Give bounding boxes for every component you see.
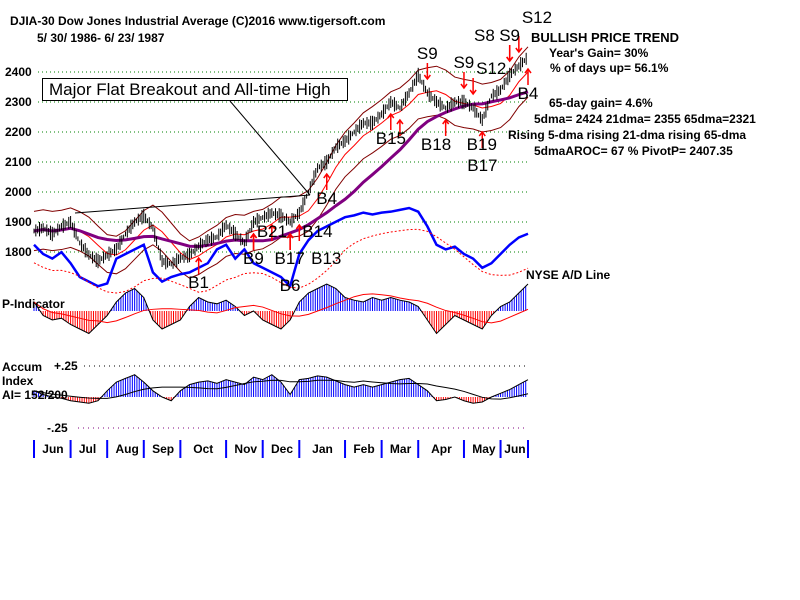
trend-label: BULLISH PRICE TREND bbox=[531, 30, 680, 45]
signal-label: B14 bbox=[302, 222, 333, 241]
ad-line bbox=[33, 206, 529, 289]
buy-arrow-head-icon bbox=[323, 172, 331, 179]
month-label: Apr bbox=[431, 442, 452, 456]
buy-arrow-head-icon bbox=[396, 118, 404, 125]
month-label: Jun bbox=[504, 442, 526, 456]
rising-status: Rising 5-dma rising 21-dma rising 65-dma bbox=[508, 128, 747, 142]
month-label: Nov bbox=[234, 442, 258, 456]
signal-label: S8 bbox=[474, 26, 495, 45]
signal-label: B4 bbox=[316, 189, 338, 208]
month-label: Feb bbox=[353, 442, 375, 456]
sell-arrow-head-icon bbox=[460, 83, 468, 90]
signal-label: S9 bbox=[499, 26, 520, 45]
ma65-line bbox=[33, 90, 529, 248]
signal-label: B9 bbox=[243, 249, 264, 268]
year-gain: Year's Gain= 30% bbox=[549, 46, 649, 60]
buy-arrow-head-icon bbox=[295, 223, 303, 230]
signal-label: S12 bbox=[521, 8, 553, 27]
gain-65: 65-day gain= 4.6% bbox=[549, 96, 653, 110]
signal-label: B1 bbox=[188, 273, 209, 292]
buy-arrow-head-icon bbox=[524, 67, 532, 74]
y-tick-label: 2300 bbox=[5, 95, 32, 109]
buy-arrow-head-icon bbox=[286, 232, 294, 239]
aroc-pivot: 5dmaAROC= 67 % PivotP= 2407.35 bbox=[534, 144, 733, 158]
accum-minus-tick: -.25 bbox=[47, 421, 68, 435]
buy-arrow-head-icon bbox=[249, 232, 258, 239]
ad-line-ma bbox=[33, 228, 529, 294]
sell-arrow-head-icon bbox=[506, 56, 514, 63]
accum-index-bar-ma bbox=[33, 379, 529, 400]
signal-label: B17 bbox=[274, 249, 305, 268]
signal-label: S9 bbox=[416, 44, 438, 63]
month-label: Jan bbox=[312, 442, 333, 456]
p-indicator-bar-outline bbox=[33, 283, 529, 335]
signal-label: B4 bbox=[517, 84, 539, 103]
month-label: May bbox=[472, 442, 496, 456]
month-label: Sep bbox=[152, 442, 175, 456]
accum-index-bar-outline bbox=[33, 374, 529, 404]
month-label: Jun bbox=[42, 442, 64, 456]
buy-arrow-head-icon bbox=[478, 130, 486, 137]
signal-label: B21 bbox=[256, 222, 288, 241]
ai-value: AI= 152/200 bbox=[2, 388, 68, 402]
annotation-callout: Major Flat Breakout and All-time High bbox=[42, 78, 348, 101]
accum-label: Accum bbox=[2, 360, 43, 374]
callout-pointer bbox=[229, 100, 311, 196]
signal-label: S12 bbox=[476, 59, 507, 78]
signal-label: B6 bbox=[279, 276, 301, 295]
date-range: 5/ 30/ 1986- 6/ 23/ 1987 bbox=[37, 31, 165, 45]
chart-title: DJIA-30 Dow Jones Industrial Average (C)… bbox=[10, 14, 386, 28]
y-tick-label: 2000 bbox=[5, 185, 32, 199]
y-tick-label: 2100 bbox=[5, 155, 32, 169]
sell-arrow-head-icon bbox=[469, 89, 477, 96]
buy-arrow-head-icon bbox=[195, 256, 203, 263]
month-label: Aug bbox=[115, 442, 139, 456]
flat-top-trendline bbox=[74, 194, 311, 214]
ad-line-label: NYSE A/D Line bbox=[526, 268, 611, 282]
buy-arrow-head-icon bbox=[268, 223, 276, 230]
month-label: Oct bbox=[193, 442, 214, 456]
month-label: Jul bbox=[78, 442, 97, 456]
signal-label: B15 bbox=[375, 129, 407, 148]
y-tick-label: 1800 bbox=[5, 245, 32, 259]
buy-arrow-head-icon bbox=[387, 112, 395, 119]
y-tick-label: 2200 bbox=[5, 125, 32, 139]
p-indicator-bar-ma bbox=[33, 293, 529, 324]
dma-values: 5dma= 2424 21dma= 2355 65dma=2321 bbox=[534, 112, 756, 126]
sell-arrow-head-icon bbox=[515, 47, 523, 54]
p-indicator-label: P-Indicator bbox=[2, 297, 65, 311]
month-label: Mar bbox=[389, 442, 412, 456]
buy-arrow-head-icon bbox=[442, 118, 450, 125]
signal-label: B17 bbox=[467, 156, 498, 175]
y-tick-label: 2400 bbox=[5, 65, 32, 79]
y-tick-label: 1900 bbox=[5, 215, 32, 229]
signal-label: B19 bbox=[466, 135, 497, 154]
index-label: Index bbox=[2, 374, 34, 388]
month-label: Dec bbox=[271, 442, 294, 456]
accum-plus-tick: +.25 bbox=[54, 359, 78, 373]
signal-label: B13 bbox=[311, 249, 342, 268]
sell-arrow-head-icon bbox=[423, 74, 431, 81]
signal-label: B18 bbox=[420, 135, 452, 154]
signal-label: S9 bbox=[453, 53, 475, 72]
days-up: % of days up= 56.1% bbox=[550, 61, 669, 75]
